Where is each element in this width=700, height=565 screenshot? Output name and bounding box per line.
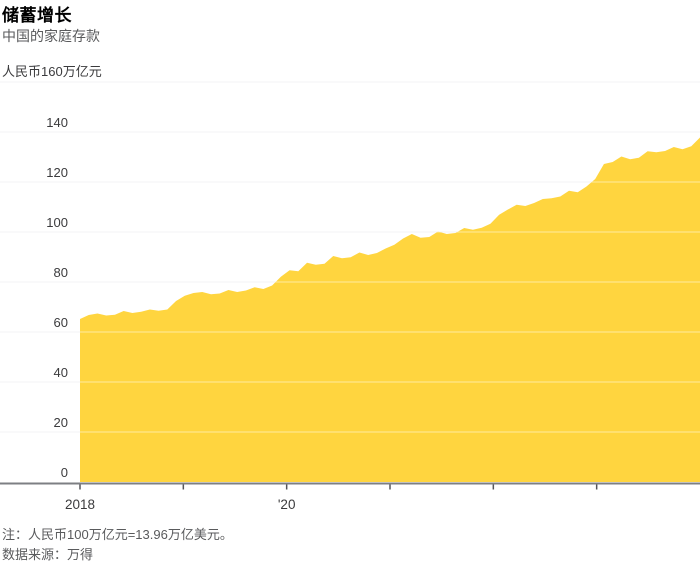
y-tick-label: 20 [54, 415, 68, 430]
x-tick-label: 2018 [65, 497, 95, 512]
y-tick-label: 120 [46, 165, 68, 180]
y-tick-label: 0 [61, 465, 68, 480]
y-tick-label: 80 [54, 265, 68, 280]
y-tick-label: 60 [54, 315, 68, 330]
y-tick-label: 40 [54, 365, 68, 380]
y-axis-unit-label: 人民币160万亿元 [2, 64, 102, 79]
chart-subtitle: 中国的家庭存款 [2, 28, 100, 44]
y-tick-label: 100 [46, 215, 68, 230]
chart-source: 数据来源：万得 [2, 547, 94, 562]
page-title: 储蓄增长 [2, 6, 72, 25]
area-series [80, 137, 700, 482]
chart-footnote: 注：人民币100万亿元=13.96万亿美元。 [2, 527, 233, 542]
y-tick-label: 140 [46, 115, 68, 130]
x-tick-label: '20 [278, 497, 296, 512]
